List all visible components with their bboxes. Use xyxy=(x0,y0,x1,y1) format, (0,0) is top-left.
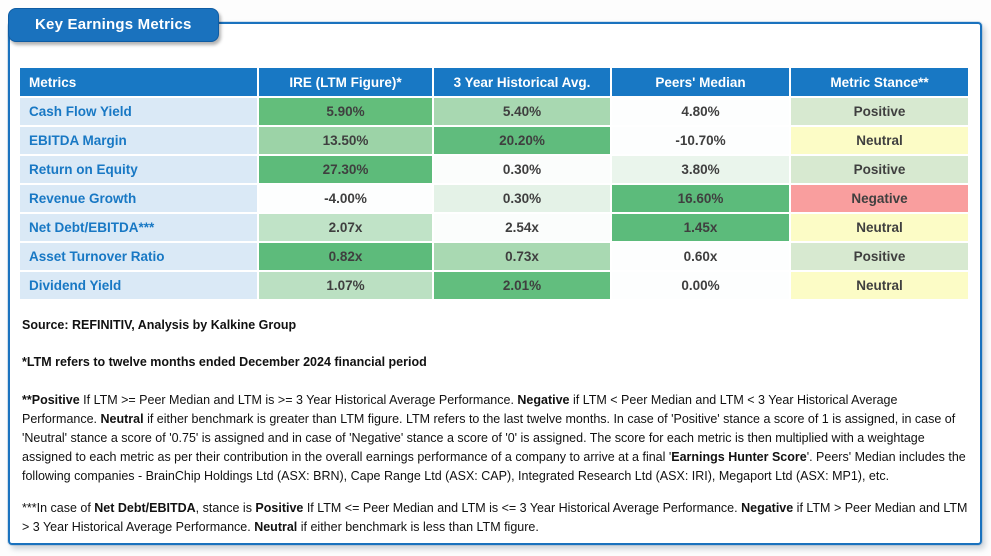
metric-name-cell: Dividend Yield xyxy=(20,272,257,299)
value-cell: 0.73x xyxy=(434,243,610,270)
text-segment: if either benchmark is less than LTM fig… xyxy=(297,520,539,534)
value-cell: 1.45x xyxy=(612,214,789,241)
stance-cell: Positive xyxy=(791,98,968,125)
stance-cell: Neutral xyxy=(791,272,968,299)
value-cell: 16.60% xyxy=(612,185,789,212)
column-header-2: 3 Year Historical Avg. xyxy=(434,68,610,96)
value-cell: 2.07x xyxy=(259,214,432,241)
stance-cell: Positive xyxy=(791,243,968,270)
value-cell: -10.70% xyxy=(612,127,789,154)
value-cell: 0.00% xyxy=(612,272,789,299)
stance-cell: Neutral xyxy=(791,214,968,241)
table-row: Cash Flow Yield 5.90% 5.40% 4.80% Positive xyxy=(20,98,968,125)
metrics-table-header-row: Metrics IRE (LTM Figure)* 3 Year Historica… xyxy=(20,68,968,96)
value-cell: 0.60x xyxy=(612,243,789,270)
metric-name-cell: EBITDA Margin xyxy=(20,127,257,154)
column-header-0: Metrics xyxy=(20,68,257,96)
column-header-4: Metric Stance** xyxy=(791,68,968,96)
metric-name-cell: Cash Flow Yield xyxy=(20,98,257,125)
table-row: EBITDA Margin 13.50% 20.20% -10.70% Neutral xyxy=(20,127,968,154)
text-segment: if LTM < Peer Median and LTM < 3 Year Hi… xyxy=(22,393,898,426)
value-cell: 27.30% xyxy=(259,156,432,183)
page-title: Key Earnings Metrics xyxy=(8,8,219,42)
text-segment: ***In case of xyxy=(22,501,95,515)
text-segment: Net Debt/EBITDA xyxy=(94,501,196,515)
text-segment: Neutral xyxy=(100,412,144,426)
source-note: Source: REFINITIV, Analysis by Kalkine G… xyxy=(22,316,974,335)
table-row: Dividend Yield 1.07% 2.01% 0.00% Neutral xyxy=(20,272,968,299)
column-header-1: IRE (LTM Figure)* xyxy=(259,68,432,96)
value-cell: -4.00% xyxy=(259,185,432,212)
value-cell: 0.82x xyxy=(259,243,432,270)
text-segment: If LTM >= Peer Median and LTM is >= 3 Ye… xyxy=(79,393,518,407)
metric-name-cell: Revenue Growth xyxy=(20,185,257,212)
table-row: Revenue Growth -4.00% 0.30% 16.60% Negative xyxy=(20,185,968,212)
metric-name-cell: Net Debt/EBITDA*** xyxy=(20,214,257,241)
text-segment: **Positive xyxy=(22,393,80,407)
text-segment: Source: REFINITIV, Analysis by Kalkine G… xyxy=(22,318,297,332)
text-segment: Positive xyxy=(255,501,304,515)
table-row: Net Debt/EBITDA*** 2.07x 2.54x 1.45x Neutral xyxy=(20,214,968,241)
text-segment: If LTM <= Peer Median and LTM is <= 3 Ye… xyxy=(303,501,742,515)
metric-name-cell: Asset Turnover Ratio xyxy=(20,243,257,270)
text-segment: Negative xyxy=(517,393,570,407)
value-cell: 20.20% xyxy=(434,127,610,154)
text-segment: , stance is xyxy=(195,501,256,515)
stance-cell: Negative xyxy=(791,185,968,212)
stance-cell: Neutral xyxy=(791,127,968,154)
text-segment: if LTM > Peer Median and LTM > 3 Year Hi… xyxy=(22,501,968,534)
stance-methodology-note: **Positive If LTM >= Peer Median and LTM… xyxy=(22,391,974,486)
value-cell: 5.90% xyxy=(259,98,432,125)
text-segment: '. Peers' Median includes the following … xyxy=(22,450,966,483)
value-cell: 4.80% xyxy=(612,98,789,125)
value-cell: 2.54x xyxy=(434,214,610,241)
text-segment: Neutral xyxy=(254,520,298,534)
report-panel: Metrics IRE (LTM Figure)* 3 Year Historica… xyxy=(8,22,982,545)
table-row: Asset Turnover Ratio 0.82x 0.73x 0.60x Posit… xyxy=(20,243,968,270)
value-cell: 1.07% xyxy=(259,272,432,299)
value-cell: 2.01% xyxy=(434,272,610,299)
value-cell: 5.40% xyxy=(434,98,610,125)
value-cell: 13.50% xyxy=(259,127,432,154)
value-cell: 0.30% xyxy=(434,185,610,212)
ltm-note: *LTM refers to twelve months ended Decem… xyxy=(22,353,974,372)
column-header-3: Peers' Median xyxy=(612,68,789,96)
metric-name-cell: Return on Equity xyxy=(20,156,257,183)
net-debt-methodology-note: ***In case of Net Debt/EBITDA, stance is… xyxy=(22,499,974,537)
metrics-table: Metrics IRE (LTM Figure)* 3 Year Historica… xyxy=(18,66,970,301)
stance-cell: Positive xyxy=(791,156,968,183)
value-cell: 0.30% xyxy=(434,156,610,183)
text-segment: *LTM refers to twelve months ended Decem… xyxy=(22,355,427,369)
metrics-table-body: Cash Flow Yield 5.90% 5.40% 4.80% Positive EB… xyxy=(20,98,968,299)
text-segment: Earnings Hunter Score xyxy=(671,450,807,464)
value-cell: 3.80% xyxy=(612,156,789,183)
text-segment: Negative xyxy=(741,501,794,515)
text-segment: if either benchmark is greater than LTM … xyxy=(22,412,956,464)
footnotes-section: Source: REFINITIV, Analysis by Kalkine G… xyxy=(18,316,970,537)
table-row: Return on Equity 27.30% 0.30% 3.80% Positive xyxy=(20,156,968,183)
